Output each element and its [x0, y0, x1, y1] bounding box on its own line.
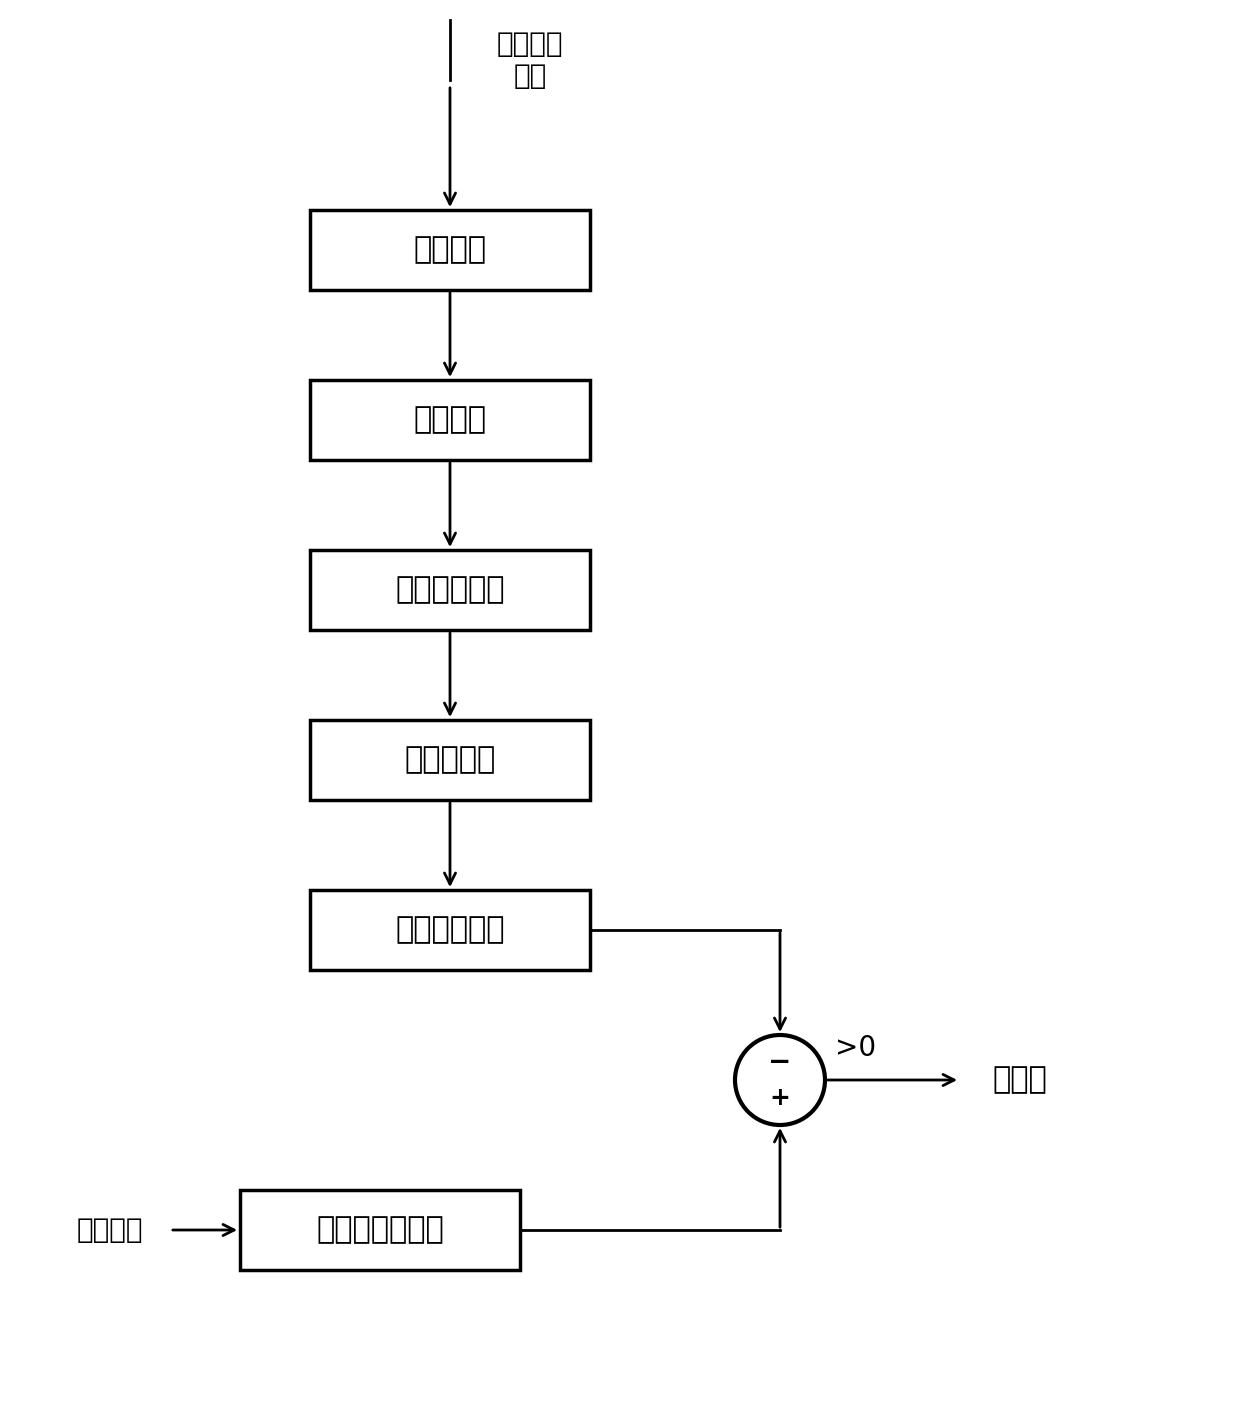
Bar [241, 1190, 520, 1270]
Bar [310, 379, 590, 459]
Text: >0: >0 [835, 1034, 877, 1062]
Text: 统计量计算: 统计量计算 [404, 746, 496, 774]
Text: 电流分段: 电流分段 [413, 236, 486, 264]
Bar [310, 209, 590, 289]
Text: 电压平均: 电压平均 [413, 406, 486, 434]
Text: 当前数据: 当前数据 [77, 1215, 144, 1243]
Text: 正常历史
数据: 正常历史 数据 [497, 30, 563, 90]
Bar [310, 549, 590, 629]
Text: 异常阈值确定: 异常阈值确定 [396, 916, 505, 944]
Text: +: + [770, 1086, 790, 1110]
Bar [310, 719, 590, 799]
Bar [310, 889, 590, 969]
Text: 有故障: 有故障 [993, 1065, 1048, 1094]
Text: 比例系数统计量: 比例系数统计量 [316, 1215, 444, 1245]
Text: 比例系数计算: 比例系数计算 [396, 576, 505, 604]
Text: −: − [769, 1048, 791, 1076]
